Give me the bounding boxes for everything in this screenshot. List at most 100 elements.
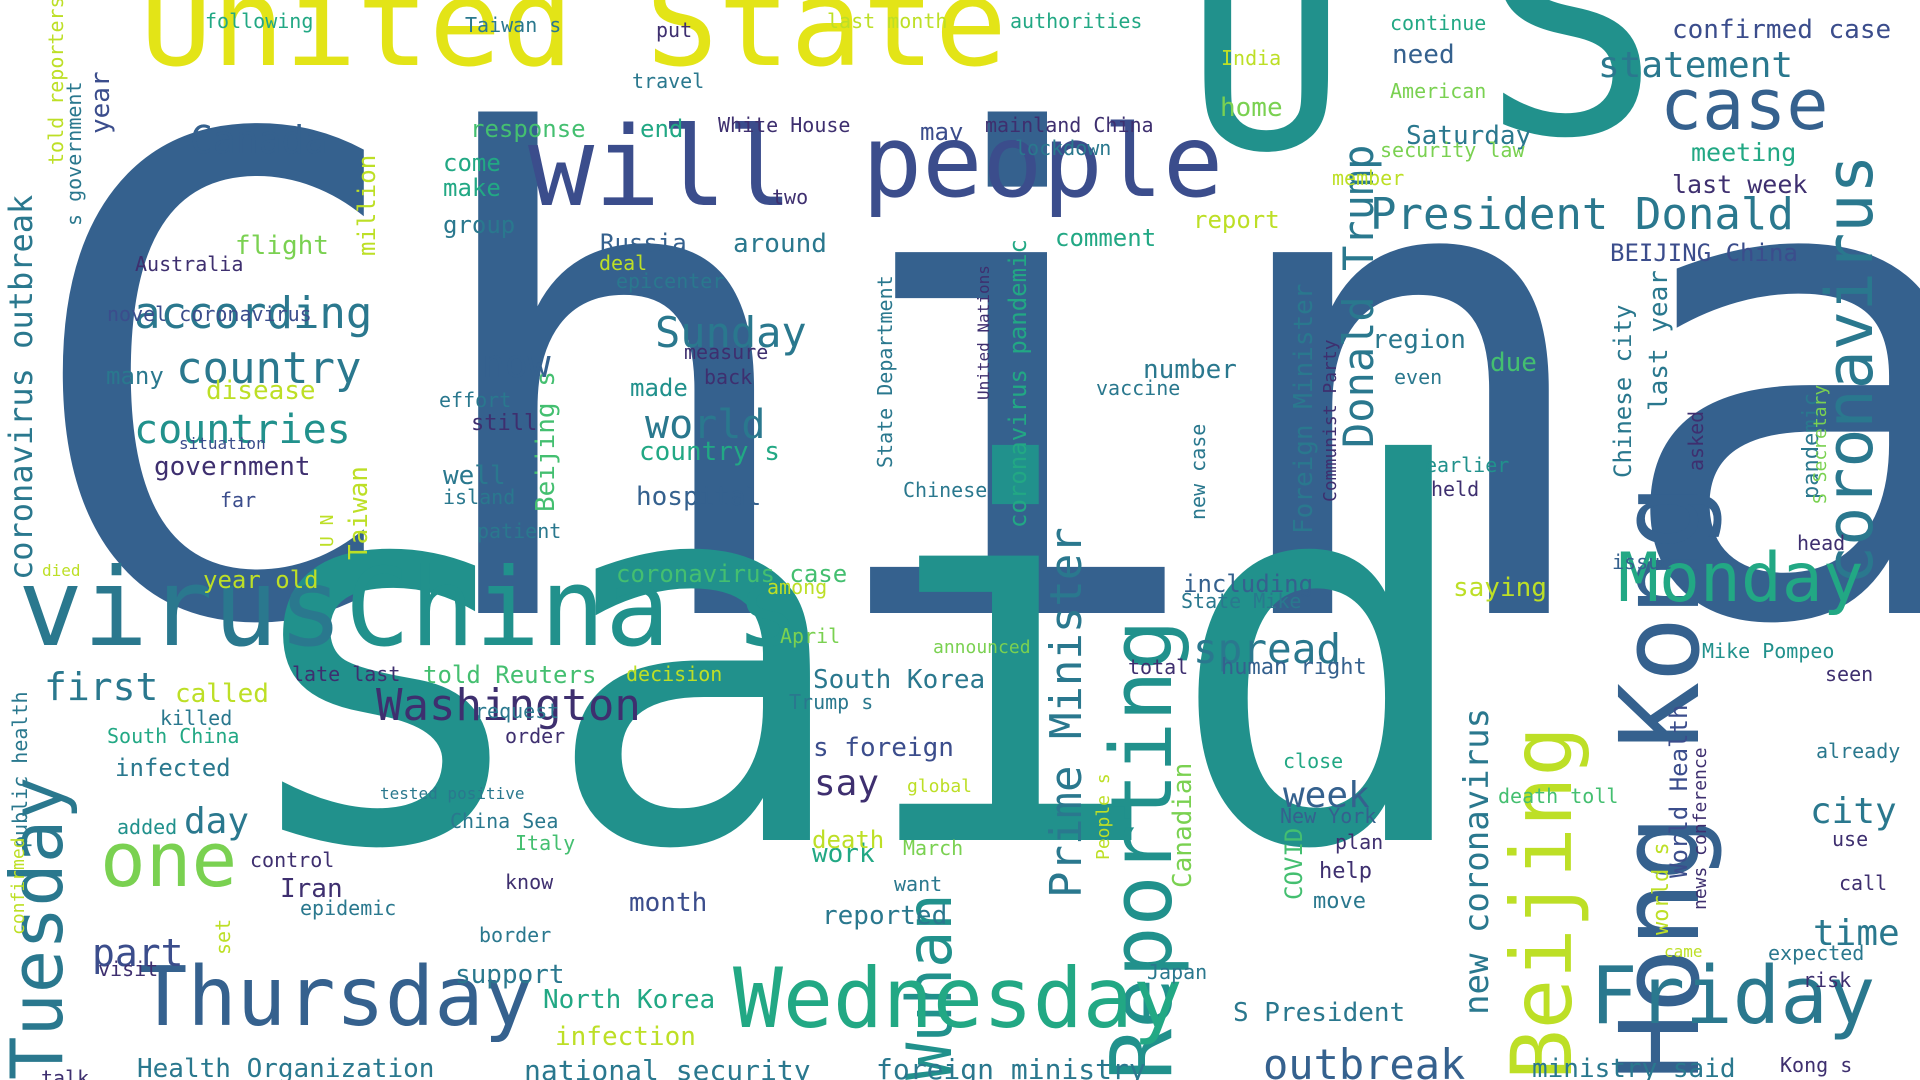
word-comment: comment — [1055, 224, 1157, 252]
word-sunday: Sunday — [655, 308, 807, 357]
word-mike-pompeo: Mike Pompeo — [1702, 639, 1835, 663]
word-u: U — [1185, 0, 1348, 212]
word-set: set — [211, 918, 235, 955]
word-back: back — [704, 365, 753, 389]
word-said: said — [228, 357, 1481, 963]
word-according: according — [134, 288, 373, 339]
word-died: died — [42, 561, 81, 580]
word-control: control — [250, 848, 335, 872]
word-march: March — [903, 836, 964, 860]
word-april: April — [780, 624, 841, 648]
word-authorities: authorities — [1010, 9, 1143, 33]
word-week: week — [1283, 775, 1370, 816]
word-come: come — [443, 149, 501, 177]
word-country-s: country s — [639, 437, 780, 467]
word-well: well — [443, 461, 506, 491]
word-decision: decision — [626, 662, 723, 686]
word-among: among — [767, 575, 828, 599]
word-situation: situation — [179, 434, 266, 453]
word-support: support — [455, 960, 565, 990]
word-year-old: year old — [203, 566, 319, 594]
word-may: may — [920, 118, 964, 146]
word-beijing-s: Beijing s — [531, 371, 561, 512]
word-australia: Australia — [135, 252, 244, 276]
word-home: home — [1220, 93, 1283, 123]
word-deal: deal — [599, 251, 648, 275]
word-s: S — [1480, 0, 1661, 204]
word-know: know — [505, 870, 554, 894]
word-use: use — [1832, 827, 1869, 851]
word-last-year: last year — [1644, 270, 1674, 411]
word-outbreak: outbreak — [1263, 1040, 1466, 1080]
word-group: group — [443, 211, 516, 239]
word-epicenter: epicenter — [616, 269, 725, 293]
word-foreign-minister: Foreign Minister — [1289, 283, 1319, 534]
word-hospital: hospital — [636, 482, 762, 512]
word-white-house: White House — [718, 113, 851, 137]
word-continue: continue — [1390, 11, 1487, 35]
word-case: case — [1660, 64, 1829, 146]
word-canadian: Canadian — [1168, 762, 1198, 888]
word-new-coronavirus: new coronavirus — [1457, 707, 1497, 1015]
word-spread: spread — [1193, 625, 1342, 673]
word-issue: issue — [1612, 550, 1673, 574]
word-epidemic: epidemic — [300, 896, 397, 920]
word-travel: travel — [632, 69, 705, 93]
word-people: people — [862, 103, 1224, 220]
word-time: time — [1813, 913, 1900, 954]
word-kong-s: Kong s — [1780, 1053, 1853, 1077]
word-help: help — [1319, 859, 1372, 884]
word-want: want — [894, 872, 943, 896]
word-italy: Italy — [515, 831, 576, 855]
word-close: close — [1283, 749, 1344, 773]
word-first: first — [44, 665, 159, 709]
word-chinese-city: Chinese city — [1609, 304, 1637, 478]
word-s-foreign: s foreign — [813, 733, 954, 763]
word-people-s: People s — [1093, 773, 1114, 860]
word-country: country — [176, 343, 362, 394]
word-countries: countries — [134, 407, 351, 453]
word-taiwan: Taiwan — [344, 466, 374, 560]
word-s-secretary: S Secretary — [1810, 384, 1831, 504]
word-mainland-china: mainland China — [985, 113, 1154, 137]
word-city: city — [1810, 791, 1897, 832]
word-japan: Japan — [1147, 960, 1208, 984]
word-china: China — [18, 0, 1920, 769]
word-ministry-said: ministry said — [1532, 1054, 1736, 1080]
word-taiwan-s: Taiwan s — [465, 13, 562, 37]
word-patient: patient — [477, 519, 562, 543]
word-world: world — [645, 402, 766, 448]
word-border: border — [479, 923, 552, 947]
word-including: including — [1183, 570, 1314, 598]
word-still: still — [471, 411, 538, 436]
word-covid: COVID — [1280, 827, 1308, 900]
word-work: work — [812, 839, 875, 869]
word-beijing: Beijing — [1493, 725, 1591, 1080]
word-prime-minister: Prime Minister — [1041, 527, 1092, 898]
word-saturday: Saturday — [1406, 121, 1532, 151]
word-visit: visit — [98, 957, 159, 981]
word-earlier: earlier — [1425, 453, 1510, 477]
word-confirmed-case: confirmed case — [1672, 15, 1892, 45]
word-india: India — [1221, 46, 1282, 70]
word-far: far — [220, 488, 257, 512]
word-infected: infected — [115, 754, 231, 782]
word-foreign-ministry: foreign ministry — [876, 1053, 1146, 1080]
word-announced: announced — [933, 637, 1031, 658]
word-around: around — [733, 229, 827, 259]
word-united-state: United State — [140, 0, 1007, 94]
word-world-s: world s — [1649, 842, 1674, 935]
word-death: death — [812, 826, 885, 854]
word-month: month — [629, 888, 708, 918]
word-state-department: State Department — [873, 275, 897, 468]
word-infection: infection — [555, 1022, 696, 1052]
word-reported: reported — [822, 901, 948, 931]
word-killed: killed — [160, 706, 233, 730]
word-million: million — [353, 154, 381, 256]
word-last-month: last month — [827, 9, 948, 33]
word-news-conference: news conference — [1690, 747, 1711, 910]
word-state-mike: State Mike — [1181, 589, 1302, 613]
word-called: called — [175, 679, 269, 709]
word-coronavirus-case: coronavirus case — [616, 560, 848, 588]
